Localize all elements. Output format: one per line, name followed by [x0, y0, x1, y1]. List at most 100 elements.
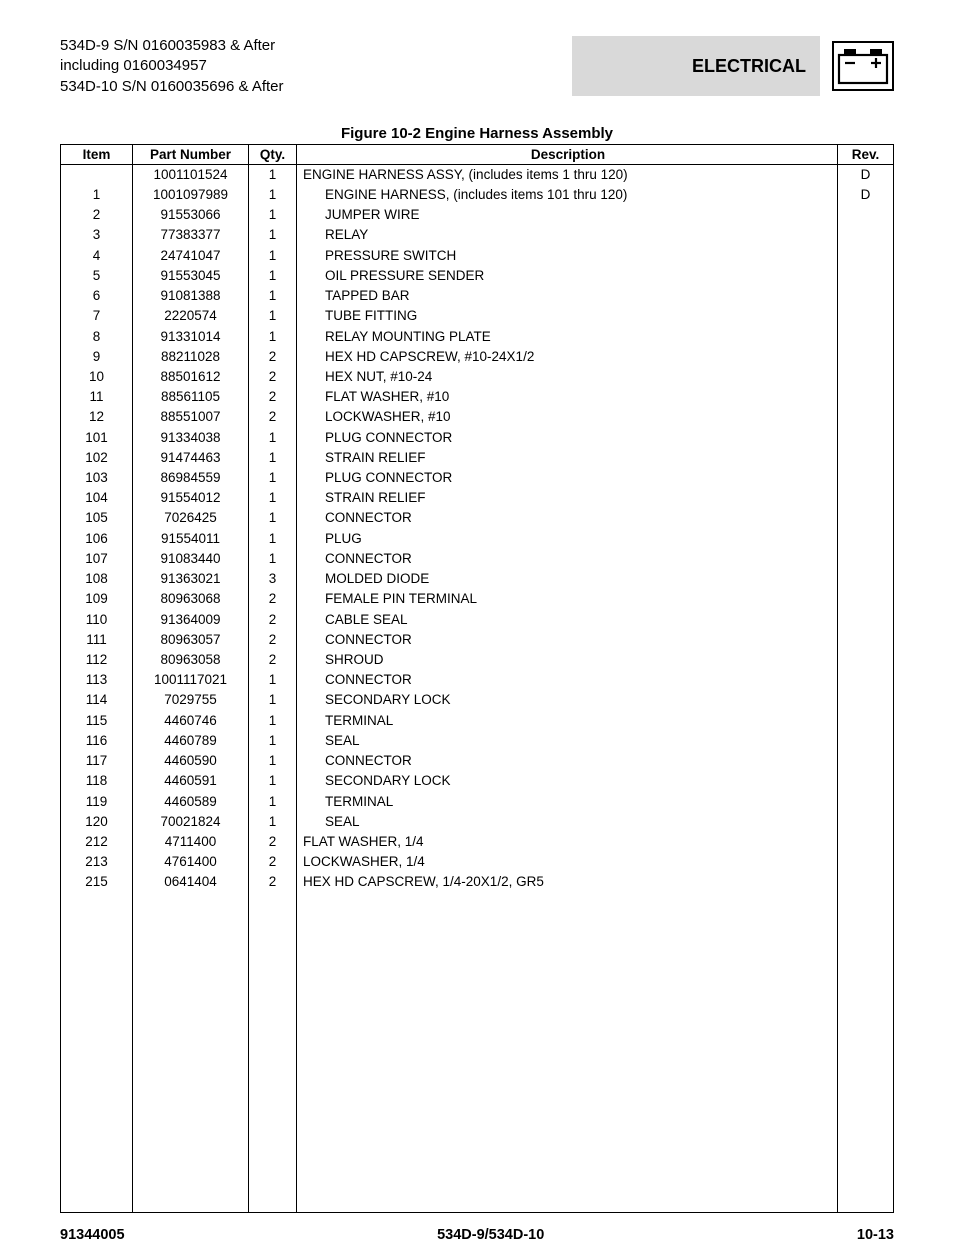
cell-qty: 1	[249, 711, 297, 731]
col-header-qty: Qty.	[249, 144, 297, 164]
table-row: 104915540121STRAIN RELIEF	[61, 488, 894, 508]
table-row: 11644607891SEAL	[61, 731, 894, 751]
cell-qty: 2	[249, 407, 297, 427]
table-row: 4247410471PRESSURE SWITCH	[61, 246, 894, 266]
cell-part-number: 4711400	[133, 832, 249, 852]
cell-part-number: 91334038	[133, 428, 249, 448]
cell-item: 110	[61, 610, 133, 630]
cell-item: 120	[61, 812, 133, 832]
cell-qty: 1	[249, 164, 297, 185]
cell-item: 11	[61, 387, 133, 407]
cell-qty: 2	[249, 610, 297, 630]
cell-description: STRAIN RELIEF	[297, 448, 838, 468]
cell-qty: 2	[249, 832, 297, 852]
cell-part-number: 86984559	[133, 468, 249, 488]
cell-part-number: 91474463	[133, 448, 249, 468]
cell-item	[61, 164, 133, 185]
filler-cell	[297, 893, 838, 1213]
cell-item: 212	[61, 832, 133, 852]
cell-part-number: 88501612	[133, 367, 249, 387]
table-row: 10011015241ENGINE HARNESS ASSY, (include…	[61, 164, 894, 185]
cell-item: 104	[61, 488, 133, 508]
col-header-part: Part Number	[133, 144, 249, 164]
table-row: 111809630572CONNECTOR	[61, 630, 894, 650]
table-row: 12885510072LOCKWASHER, #10	[61, 407, 894, 427]
cell-rev	[838, 711, 894, 731]
cell-item: 215	[61, 872, 133, 892]
cell-qty: 1	[249, 225, 297, 245]
cell-rev	[838, 327, 894, 347]
cell-description: TAPPED BAR	[297, 286, 838, 306]
cell-rev	[838, 690, 894, 710]
cell-description: CONNECTOR	[297, 630, 838, 650]
cell-item: 3	[61, 225, 133, 245]
cell-qty: 1	[249, 812, 297, 832]
cell-item: 111	[61, 630, 133, 650]
table-row: 108913630213MOLDED DIODE	[61, 569, 894, 589]
table-row: 110010979891ENGINE HARNESS, (includes it…	[61, 185, 894, 205]
cell-part-number: 91553045	[133, 266, 249, 286]
cell-description: SECONDARY LOCK	[297, 771, 838, 791]
cell-item: 7	[61, 306, 133, 326]
cell-description: PLUG CONNECTOR	[297, 468, 838, 488]
cell-description: LOCKWASHER, #10	[297, 407, 838, 427]
cell-description: SEAL	[297, 731, 838, 751]
table-row: 8913310141RELAY MOUNTING PLATE	[61, 327, 894, 347]
filler-cell	[61, 893, 133, 1213]
cell-item: 10	[61, 367, 133, 387]
cell-part-number: 4460591	[133, 771, 249, 791]
cell-part-number: 2220574	[133, 306, 249, 326]
cell-item: 8	[61, 327, 133, 347]
table-row: 5915530451OIL PRESSURE SENDER	[61, 266, 894, 286]
header-right: ELECTRICAL	[572, 36, 894, 96]
cell-rev	[838, 488, 894, 508]
cell-qty: 1	[249, 327, 297, 347]
cell-part-number: 88551007	[133, 407, 249, 427]
cell-description: SHROUD	[297, 650, 838, 670]
cell-part-number: 88561105	[133, 387, 249, 407]
figure-title: Figure 10-2 Engine Harness Assembly	[60, 125, 894, 142]
cell-item: 119	[61, 792, 133, 812]
cell-part-number: 4460589	[133, 792, 249, 812]
table-row: 11544607461TERMINAL	[61, 711, 894, 731]
cell-item: 213	[61, 852, 133, 872]
cell-rev	[838, 508, 894, 528]
table-row: 10570264251CONNECTOR	[61, 508, 894, 528]
cell-rev	[838, 225, 894, 245]
cell-qty: 2	[249, 367, 297, 387]
cell-rev	[838, 610, 894, 630]
cell-description: RELAY MOUNTING PLATE	[297, 327, 838, 347]
cell-rev	[838, 428, 894, 448]
page-header: 534D-9 S/N 0160035983 & After including …	[60, 36, 894, 97]
cell-part-number: 7029755	[133, 690, 249, 710]
cell-qty: 1	[249, 286, 297, 306]
table-row: 102914744631STRAIN RELIEF	[61, 448, 894, 468]
cell-rev	[838, 549, 894, 569]
cell-part-number: 0641404	[133, 872, 249, 892]
cell-qty: 2	[249, 852, 297, 872]
cell-item: 102	[61, 448, 133, 468]
cell-qty: 1	[249, 751, 297, 771]
cell-part-number: 80963057	[133, 630, 249, 650]
table-row: 21247114002FLAT WASHER, 1/4	[61, 832, 894, 852]
cell-part-number: 4460746	[133, 711, 249, 731]
cell-item: 108	[61, 569, 133, 589]
table-row: 21506414042HEX HD CAPSCREW, 1/4-20X1/2, …	[61, 872, 894, 892]
cell-description: CABLE SEAL	[297, 610, 838, 630]
header-model-info: 534D-9 S/N 0160035983 & After including …	[60, 36, 284, 97]
cell-qty: 1	[249, 246, 297, 266]
cell-part-number: 1001117021	[133, 670, 249, 690]
cell-description: FEMALE PIN TERMINAL	[297, 589, 838, 609]
table-row: 2915530661JUMPER WIRE	[61, 205, 894, 225]
cell-qty: 1	[249, 670, 297, 690]
cell-rev	[838, 387, 894, 407]
filler-cell	[249, 893, 297, 1213]
cell-part-number: 91363021	[133, 569, 249, 589]
cell-rev	[838, 852, 894, 872]
cell-qty: 1	[249, 508, 297, 528]
table-row: 11944605891TERMINAL	[61, 792, 894, 812]
cell-qty: 1	[249, 690, 297, 710]
footer-right: 10-13	[857, 1227, 894, 1243]
cell-rev	[838, 751, 894, 771]
cell-description: FLAT WASHER, 1/4	[297, 832, 838, 852]
